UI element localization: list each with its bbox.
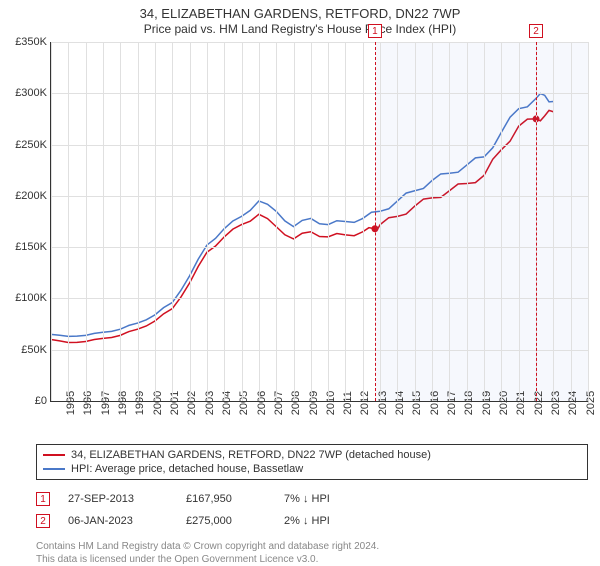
gridline-h [51, 93, 588, 94]
ytick-label: £150K [15, 241, 47, 253]
event-price: £167,950 [186, 493, 266, 505]
gridline-h [51, 145, 588, 146]
gridline-v [380, 42, 381, 401]
ytick-label: £0 [35, 395, 47, 407]
ytick-label: £200K [15, 190, 47, 202]
gridline-v [294, 42, 295, 401]
gridline-v [467, 42, 468, 401]
gridline-v [415, 42, 416, 401]
chart-area: £0£50K£100K£150K£200K£250K£300K£350K1995… [50, 42, 588, 402]
ytick-label: £300K [15, 87, 47, 99]
gridline-v [328, 42, 329, 401]
legend-swatch [43, 454, 65, 456]
gridline-v [484, 42, 485, 401]
gridline-v [120, 42, 121, 401]
marker-line [536, 42, 537, 401]
chart-container: 34, ELIZABETHAN GARDENS, RETFORD, DN22 7… [0, 6, 600, 566]
gridline-h [51, 196, 588, 197]
xtick-label: 2026 [588, 391, 600, 415]
footer-line: Contains HM Land Registry data © Crown c… [36, 540, 588, 553]
event-delta: 7% ↓ HPI [284, 493, 374, 505]
gridline-v [397, 42, 398, 401]
gridline-v [259, 42, 260, 401]
gridline-v [588, 42, 589, 401]
gridline-v [553, 42, 554, 401]
event-delta: 2% ↓ HPI [284, 515, 374, 527]
gridline-h [51, 298, 588, 299]
footer: Contains HM Land Registry data © Crown c… [36, 540, 588, 566]
gridline-h [51, 42, 588, 43]
gridline-v [190, 42, 191, 401]
marker-line [375, 42, 376, 401]
gridline-v [172, 42, 173, 401]
forecast-shade [375, 42, 588, 401]
gridline-h [51, 350, 588, 351]
marker-flag: 1 [368, 24, 382, 38]
chart-subtitle: Price paid vs. HM Land Registry's House … [0, 22, 600, 36]
marker-flag: 2 [529, 24, 543, 38]
legend: 34, ELIZABETHAN GARDENS, RETFORD, DN22 7… [36, 444, 588, 480]
plot-region: £0£50K£100K£150K£200K£250K£300K£350K1995… [50, 42, 588, 402]
ytick-label: £50K [21, 344, 47, 356]
gridline-v [311, 42, 312, 401]
gridline-v [432, 42, 433, 401]
gridline-v [571, 42, 572, 401]
event-badge: 1 [36, 492, 50, 506]
gridline-v [276, 42, 277, 401]
event-date: 06-JAN-2023 [68, 515, 168, 527]
gridline-v [519, 42, 520, 401]
gridline-v [51, 42, 52, 401]
gridline-v [86, 42, 87, 401]
gridline-v [155, 42, 156, 401]
event-badge: 2 [36, 514, 50, 528]
legend-label: 34, ELIZABETHAN GARDENS, RETFORD, DN22 7… [71, 449, 431, 461]
legend-swatch [43, 468, 65, 470]
gridline-v [224, 42, 225, 401]
ytick-label: £100K [15, 292, 47, 304]
chart-title: 34, ELIZABETHAN GARDENS, RETFORD, DN22 7… [0, 6, 600, 21]
gridline-v [138, 42, 139, 401]
ytick-label: £350K [15, 36, 47, 48]
legend-label: HPI: Average price, detached house, Bass… [71, 463, 303, 475]
gridline-v [345, 42, 346, 401]
ytick-label: £250K [15, 139, 47, 151]
legend-item: HPI: Average price, detached house, Bass… [43, 462, 581, 476]
gridline-v [207, 42, 208, 401]
event-date: 27-SEP-2013 [68, 493, 168, 505]
gridline-v [68, 42, 69, 401]
event-row: 1 27-SEP-2013 £167,950 7% ↓ HPI [36, 488, 588, 510]
gridline-v [242, 42, 243, 401]
legend-item: 34, ELIZABETHAN GARDENS, RETFORD, DN22 7… [43, 448, 581, 462]
events-table: 1 27-SEP-2013 £167,950 7% ↓ HPI 2 06-JAN… [36, 488, 588, 532]
event-price: £275,000 [186, 515, 266, 527]
gridline-v [103, 42, 104, 401]
gridline-v [363, 42, 364, 401]
event-row: 2 06-JAN-2023 £275,000 2% ↓ HPI [36, 510, 588, 532]
gridline-v [449, 42, 450, 401]
gridline-v [501, 42, 502, 401]
gridline-h [51, 247, 588, 248]
